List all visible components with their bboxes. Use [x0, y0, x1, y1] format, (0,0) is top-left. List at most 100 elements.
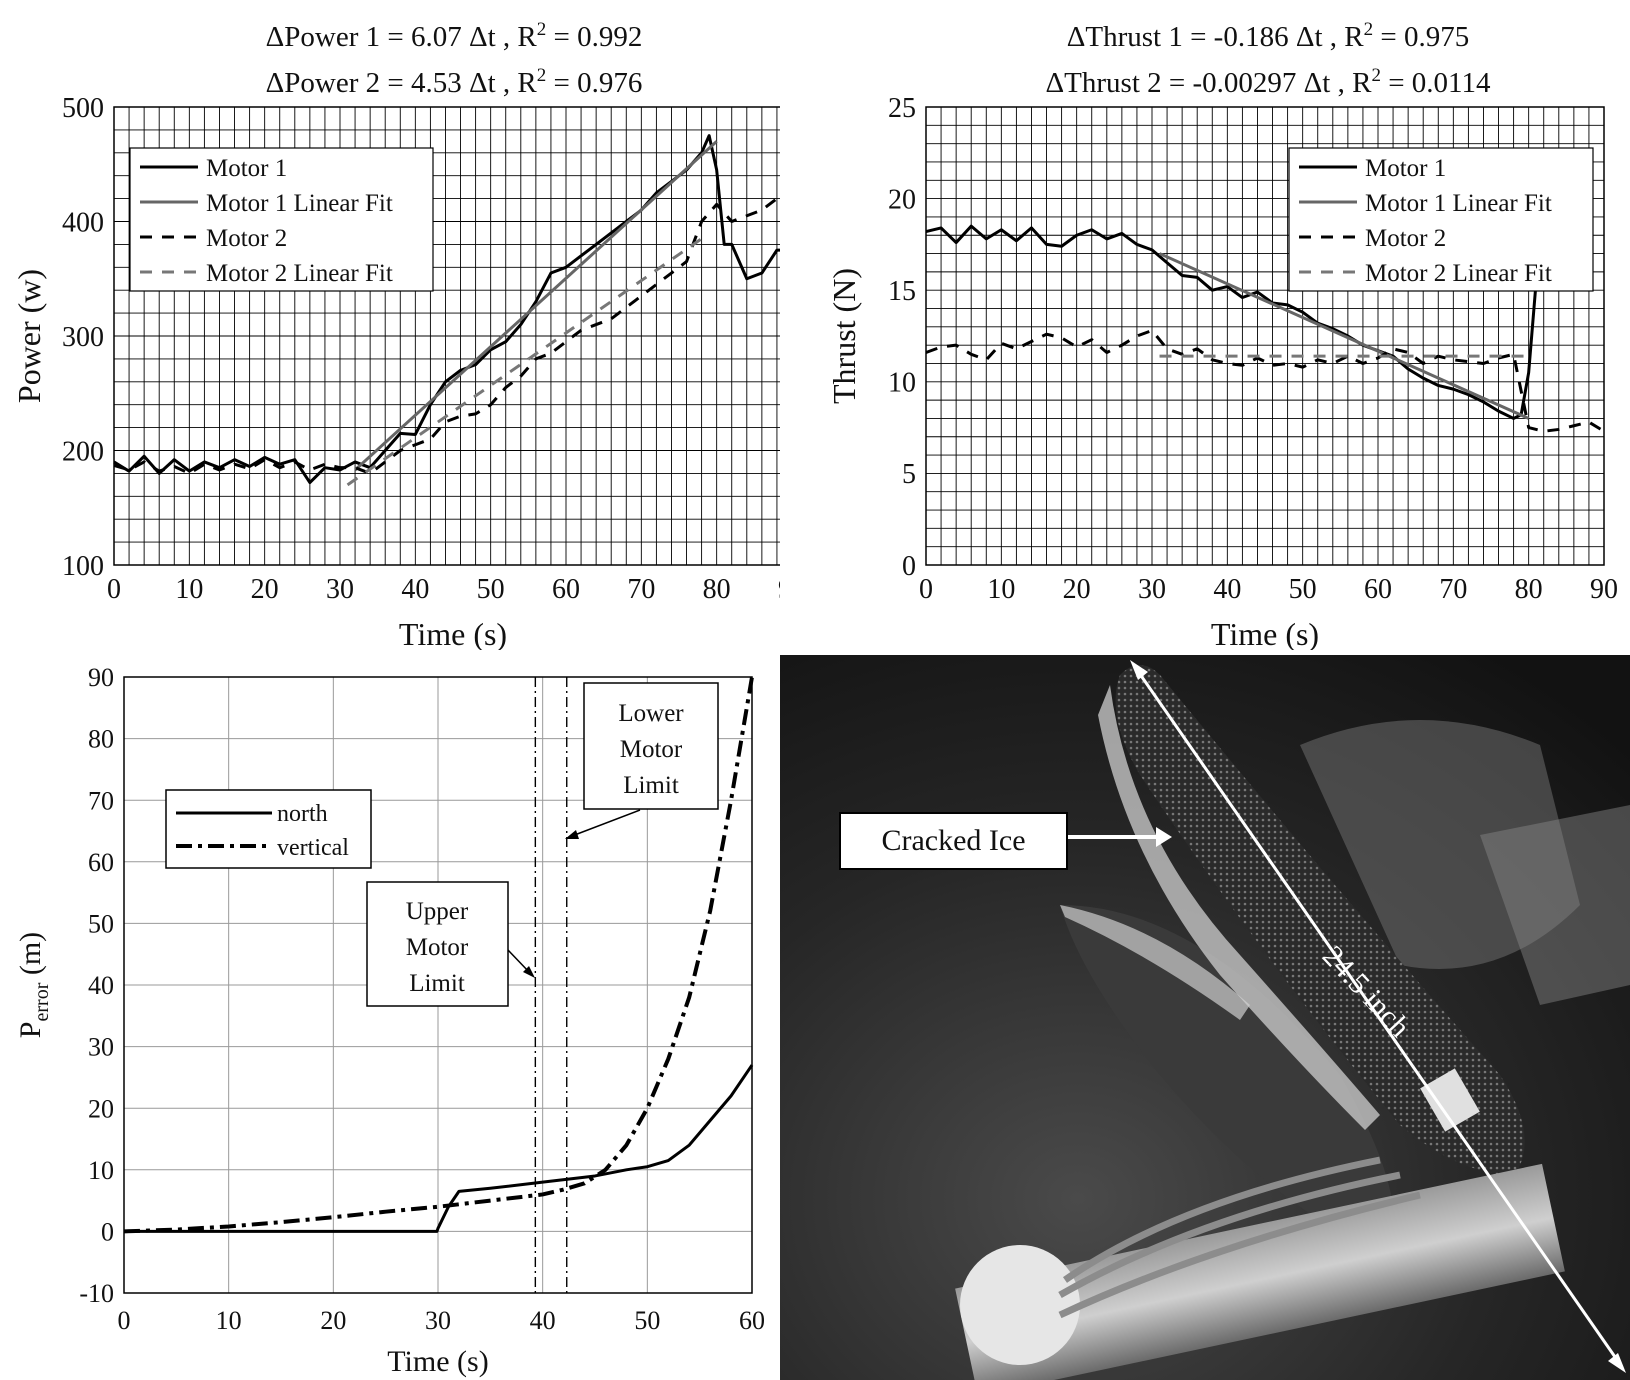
perror-legend-label-vertical: vertical — [277, 835, 349, 861]
frosted-wrap — [960, 1245, 1080, 1365]
lower-blade — [1060, 905, 1394, 1255]
power-ytick-label: 200 — [62, 436, 104, 467]
thrust-legend-label-motor-1: Motor 1 — [1365, 155, 1446, 182]
thrust-ytick-label: 20 — [888, 184, 916, 215]
power-xtick-label: 80 — [703, 574, 731, 605]
perror-series — [123, 676, 754, 1293]
lower-limit-arrow — [571, 809, 641, 837]
perror-ytick-label: 70 — [88, 786, 114, 815]
power-legend-box — [129, 147, 434, 292]
lower-limit-box — [583, 682, 719, 810]
perror-ytick-label: 0 — [101, 1218, 114, 1247]
thrust-xtick-label: 40 — [1213, 574, 1241, 605]
perror-plot-frame — [123, 676, 753, 1294]
thrust-xlabel: Time (s) — [1211, 616, 1319, 650]
perror-ytick-label: -10 — [79, 1279, 114, 1308]
dimension-arrow-line — [1133, 666, 1624, 1368]
perror-xtick-label: 10 — [216, 1306, 242, 1335]
perror-xtick-label: 30 — [425, 1306, 451, 1335]
power-legend: Motor 1 Motor 1 Linear Fit Motor 2 Motor… — [129, 147, 434, 292]
upper-limit-box — [366, 881, 509, 1007]
thrust-ytick-label: 25 — [888, 93, 916, 124]
perror-series-vertical — [123, 676, 754, 1234]
perror-xtick-label: 20 — [320, 1306, 346, 1335]
thrust-xtick-label: 60 — [1364, 574, 1392, 605]
background-structure — [1300, 720, 1580, 969]
cracked-ice-label: Cracked Ice — [881, 824, 1026, 857]
cracked-ice-callout: Cracked Ice — [839, 812, 1068, 870]
thrust-title-line-2: ΔThrust 2 = -0.00297 Δt , R2 = 0.0114 — [1046, 65, 1491, 99]
power-series-motor-2-linear-fit — [346, 237, 703, 487]
power-xtick-label: 30 — [326, 574, 354, 605]
thrust-legend-label-motor-2: Motor 2 — [1365, 225, 1446, 252]
lower-limit-arrowhead — [565, 830, 579, 839]
motor-tube — [955, 1163, 1565, 1380]
upper-blade-ice — [1098, 685, 1380, 1130]
lower-limit-line-2: Motor — [620, 736, 683, 763]
thrust-xtick-label: 30 — [1138, 574, 1166, 605]
power-xtick-label: 90 — [778, 574, 780, 605]
propeller-photo: Cracked Ice 24.5 inch — [780, 655, 1630, 1380]
upper-limit-line-1: Upper — [406, 898, 469, 925]
thrust-ytick-label: 5 — [902, 459, 916, 490]
background-bracket — [1480, 805, 1630, 1005]
power-xtick-label: 10 — [175, 574, 203, 605]
thrust-legend-label-motor-1-fit: Motor 1 Linear Fit — [1365, 190, 1552, 217]
thrust-chart: ΔThrust 1 = -0.186 Δt , R2 = 0.975 ΔThru… — [826, 19, 1618, 650]
power-tick-labels: 0 10 20 30 40 50 60 70 80 90 100 200 300 400 500 — [62, 93, 780, 605]
perror-xlabel: Time (s) — [387, 1345, 488, 1378]
perror-legend-box — [165, 789, 372, 869]
upper-limit-arrowhead — [523, 966, 535, 978]
propeller-photo-illustration — [780, 655, 1630, 1380]
power-series — [113, 134, 780, 487]
blade-mount-plate — [1420, 1068, 1480, 1132]
thrust-series — [925, 224, 1605, 433]
power-chart: ΔPower 1 = 6.07 Δt , R2 = 0.992 ΔPower 2… — [11, 19, 780, 650]
lower-motor-limit-annotation: Lower Motor Limit — [565, 682, 719, 839]
thrust-legend: Motor 1 Motor 1 Linear Fit Motor 2 Motor… — [1288, 147, 1594, 292]
power-ytick-label: 100 — [62, 551, 104, 582]
power-xtick-label: 70 — [627, 574, 655, 605]
dimension-arrowhead-top — [1130, 660, 1148, 680]
power-xtick-label: 50 — [477, 574, 505, 605]
power-series-motor-2 — [113, 194, 780, 475]
upper-blade — [1115, 665, 1525, 1175]
thrust-xtick-label: 80 — [1515, 574, 1543, 605]
perror-ytick-label: 50 — [88, 910, 114, 939]
power-legend-label-motor-2: Motor 2 — [206, 225, 287, 252]
perror-ytick-label: 20 — [88, 1094, 114, 1123]
power-xlabel: Time (s) — [399, 616, 507, 650]
power-series-motor-1-linear-fit — [354, 140, 718, 472]
thrust-title-line-1: ΔThrust 1 = -0.186 Δt , R2 = 0.975 — [1067, 19, 1470, 53]
perror-xtick-label: 0 — [118, 1306, 131, 1335]
perror-ylabel: Perror (m) — [14, 932, 53, 1038]
thrust-xtick-label: 70 — [1439, 574, 1467, 605]
perror-ytick-label: 90 — [88, 663, 114, 692]
thrust-ytick-label: 10 — [888, 368, 916, 399]
power-title-line-1: ΔPower 1 = 6.07 Δt , R2 = 0.992 — [266, 19, 643, 53]
thrust-ylabel: Thrust (N) — [826, 268, 862, 404]
power-ylabel: Power (w) — [11, 269, 47, 403]
lower-blade-ice — [1060, 905, 1250, 1020]
cracked-ice-arrowhead — [1156, 827, 1172, 847]
lower-limit-line-1: Lower — [618, 700, 684, 727]
wires — [1058, 1156, 1421, 1319]
power-xtick-label: 0 — [107, 574, 121, 605]
perror-ytick-label: 10 — [88, 1156, 114, 1185]
upper-limit-line-2: Motor — [406, 934, 469, 961]
power-plot-frame — [113, 106, 780, 566]
upper-motor-limit-annotation: Upper Motor Limit — [366, 881, 535, 1007]
power-ytick-label: 300 — [62, 322, 104, 353]
thrust-ytick-label: 0 — [902, 551, 916, 582]
power-legend-label-motor-2-fit: Motor 2 Linear Fit — [206, 260, 393, 287]
power-legend-label-motor-1: Motor 1 — [206, 155, 287, 182]
perror-series-north — [124, 1064, 754, 1233]
perror-ytick-label: 80 — [88, 725, 114, 754]
thrust-legend-box — [1288, 147, 1594, 292]
thrust-xtick-label: 0 — [919, 574, 933, 605]
perror-ytick-label: 30 — [88, 1033, 114, 1062]
power-ytick-label: 500 — [62, 93, 104, 124]
perror-ytick-label: 40 — [88, 971, 114, 1000]
